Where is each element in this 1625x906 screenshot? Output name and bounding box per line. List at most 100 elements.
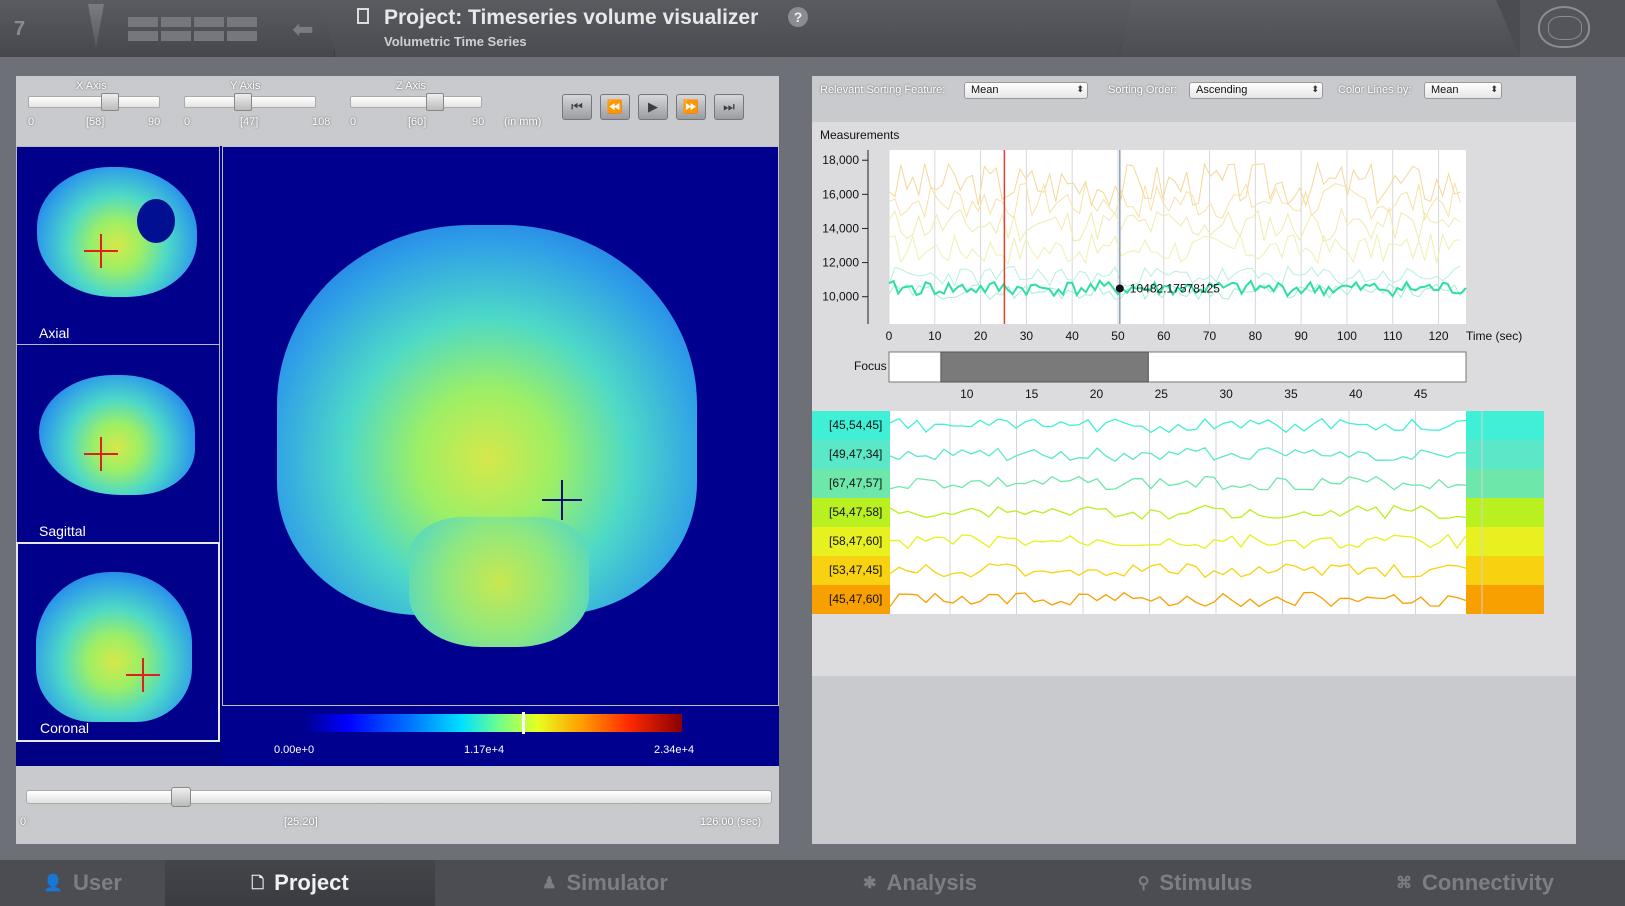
series-line-2 <box>888 206 1461 243</box>
y-tick-label: 16,000 <box>822 187 859 201</box>
volume-viewer-panel: X Axis 0 [58] 90 Y Axis 0 [47] 108 Z Axi… <box>16 76 779 844</box>
timeseries-panel: Relevant Sorting Feature: Mean Sorting O… <box>812 76 1576 844</box>
chart-area: Measurements Focus 0 10 20 30 40 50 60 70 80 90 10… <box>812 122 1576 676</box>
time-slider[interactable] <box>26 790 772 804</box>
main-view-crosshair <box>542 480 582 520</box>
main-coronal-view[interactable] <box>222 146 779 706</box>
x-tick-label: 100 <box>1337 329 1357 343</box>
measurements-title: Measurements <box>820 128 900 142</box>
series-line-4 <box>888 265 1461 288</box>
x-tick-label: 0 <box>886 329 893 343</box>
axial-view[interactable]: Axial <box>16 146 220 346</box>
tab-project[interactable]: 🗋 Project <box>165 860 435 906</box>
plot-background <box>889 150 1466 324</box>
sorting-order-select[interactable]: Ascending <box>1189 82 1323 99</box>
page-count[interactable]: 7 <box>14 18 26 40</box>
x-tick-label: 70 <box>1203 329 1217 343</box>
focus-brush <box>940 351 1149 383</box>
z-axis-slider[interactable] <box>350 96 482 108</box>
z-axis-max: 90 <box>472 116 485 128</box>
voxel-timeseries-line <box>889 504 1467 520</box>
menu-notch-icon[interactable] <box>88 4 104 48</box>
y-axis-min: 0 <box>184 116 191 128</box>
project-title: Project: Timeseries volume visualizer <box>384 6 759 29</box>
voxel-label-cell <box>812 498 890 527</box>
focus-tick-label: 25 <box>1155 387 1169 401</box>
coronal-view[interactable]: Coronal <box>16 542 220 742</box>
skip-to-end-button[interactable]: ⏭ <box>714 94 744 120</box>
brain-logo-icon[interactable] <box>1538 6 1590 48</box>
voxel-row-background <box>890 498 1466 527</box>
voxel-color-swatch <box>1466 498 1544 527</box>
time-slider-thumb[interactable] <box>171 787 192 807</box>
voxel-color-swatch <box>1466 556 1544 585</box>
fast-forward-button[interactable]: ⏩ <box>676 94 706 120</box>
voxel-label: [53,47,45] <box>829 563 882 577</box>
axial-slice-image <box>37 167 197 297</box>
tab-simulator-label: Simulator <box>566 870 668 895</box>
voxel-label-cell <box>812 527 890 556</box>
time-max: 126.00 (sec) <box>700 816 762 828</box>
tab-user[interactable]: 👤 User <box>0 860 165 906</box>
focus-tick-label: 20 <box>1090 387 1104 401</box>
voxel-timeseries-line <box>889 591 1467 608</box>
voxel-row-background <box>890 585 1466 614</box>
color-lines-select[interactable]: Mean <box>1424 82 1502 99</box>
document-icon <box>357 8 369 24</box>
z-axis-slider-thumb[interactable] <box>426 93 445 111</box>
tab-analysis-label: Analysis <box>886 870 977 895</box>
x-axis-value: [58] <box>86 116 105 128</box>
project-subtitle: Volumetric Time Series <box>384 34 527 49</box>
sorting-feature-select[interactable]: Mean <box>964 82 1088 99</box>
voxel-label: [67,47,57] <box>829 476 882 490</box>
view-container: Axial Sagittal Coronal 0.00e+0 1.17e+4 2… <box>16 146 779 766</box>
y-axis-value: [47] <box>240 116 259 128</box>
series-line-3 <box>888 232 1461 265</box>
x-tick-label: 60 <box>1157 329 1171 343</box>
y-axis-max: 108 <box>312 116 331 128</box>
back-arrow-icon[interactable]: ⬅ <box>292 14 314 44</box>
play-button[interactable]: ▶ <box>638 94 668 120</box>
time-min: 0 <box>20 816 27 828</box>
y-axis-slider-thumb[interactable] <box>234 93 253 111</box>
x-axis-label: Time (sec) <box>1466 329 1522 343</box>
skip-to-start-button[interactable]: ⏮ <box>562 94 592 120</box>
x-tick-label: 20 <box>974 329 988 343</box>
z-axis-label: Z Axis <box>396 80 426 92</box>
sagittal-view[interactable]: Sagittal <box>16 344 220 544</box>
simulator-icon: ♟ <box>542 875 557 892</box>
help-icon[interactable]: ? <box>788 7 808 27</box>
x-axis-max: 90 <box>148 116 161 128</box>
header-nav-area: 7 ⬅ <box>0 0 335 57</box>
y-axis-label: Y Axis <box>230 80 261 92</box>
colorbar-mid: 1.17e+4 <box>464 744 505 756</box>
voxel-color-swatch <box>1466 469 1544 498</box>
hover-point <box>1115 284 1124 293</box>
x-tick-label: 90 <box>1294 329 1308 343</box>
rewind-button[interactable]: ⏪ <box>600 94 630 120</box>
tab-stimulus[interactable]: ⚲ Stimulus <box>1065 860 1325 906</box>
tab-connectivity[interactable]: ⌘ Connectivity <box>1325 860 1625 906</box>
series-line-0 <box>888 161 1461 207</box>
voxel-color-swatch <box>1466 585 1544 614</box>
voxel-label-cell <box>812 469 890 498</box>
voxel-label: [45,47,60] <box>829 592 882 606</box>
measurements-chart[interactable]: 0 10 20 30 40 50 60 70 80 90 100 110 120 10,000 12,000… <box>812 122 1576 676</box>
voxel-timeseries-line <box>889 447 1466 462</box>
voxel-timeseries-line <box>889 563 1467 579</box>
grid-menu-icon[interactable] <box>128 17 258 43</box>
x-axis-slider[interactable] <box>28 96 160 108</box>
y-tick-label: 10,000 <box>822 290 859 304</box>
voxel-label: [45,54,45] <box>829 418 882 432</box>
x-tick-label: 120 <box>1429 329 1449 343</box>
y-tick-label: 14,000 <box>822 221 859 235</box>
project-icon: 🗋 <box>251 875 265 892</box>
x-axis-slider-thumb[interactable] <box>100 93 119 111</box>
y-tick-label: 18,000 <box>822 153 859 167</box>
tab-simulator[interactable]: ♟ Simulator <box>435 860 775 906</box>
series-line-5 <box>888 283 1461 301</box>
tab-user-label: User <box>73 870 122 895</box>
x-tick-label: 10 <box>928 329 942 343</box>
voxel-color-swatch <box>1466 527 1544 556</box>
tab-analysis[interactable]: ✱ Analysis <box>775 860 1065 906</box>
